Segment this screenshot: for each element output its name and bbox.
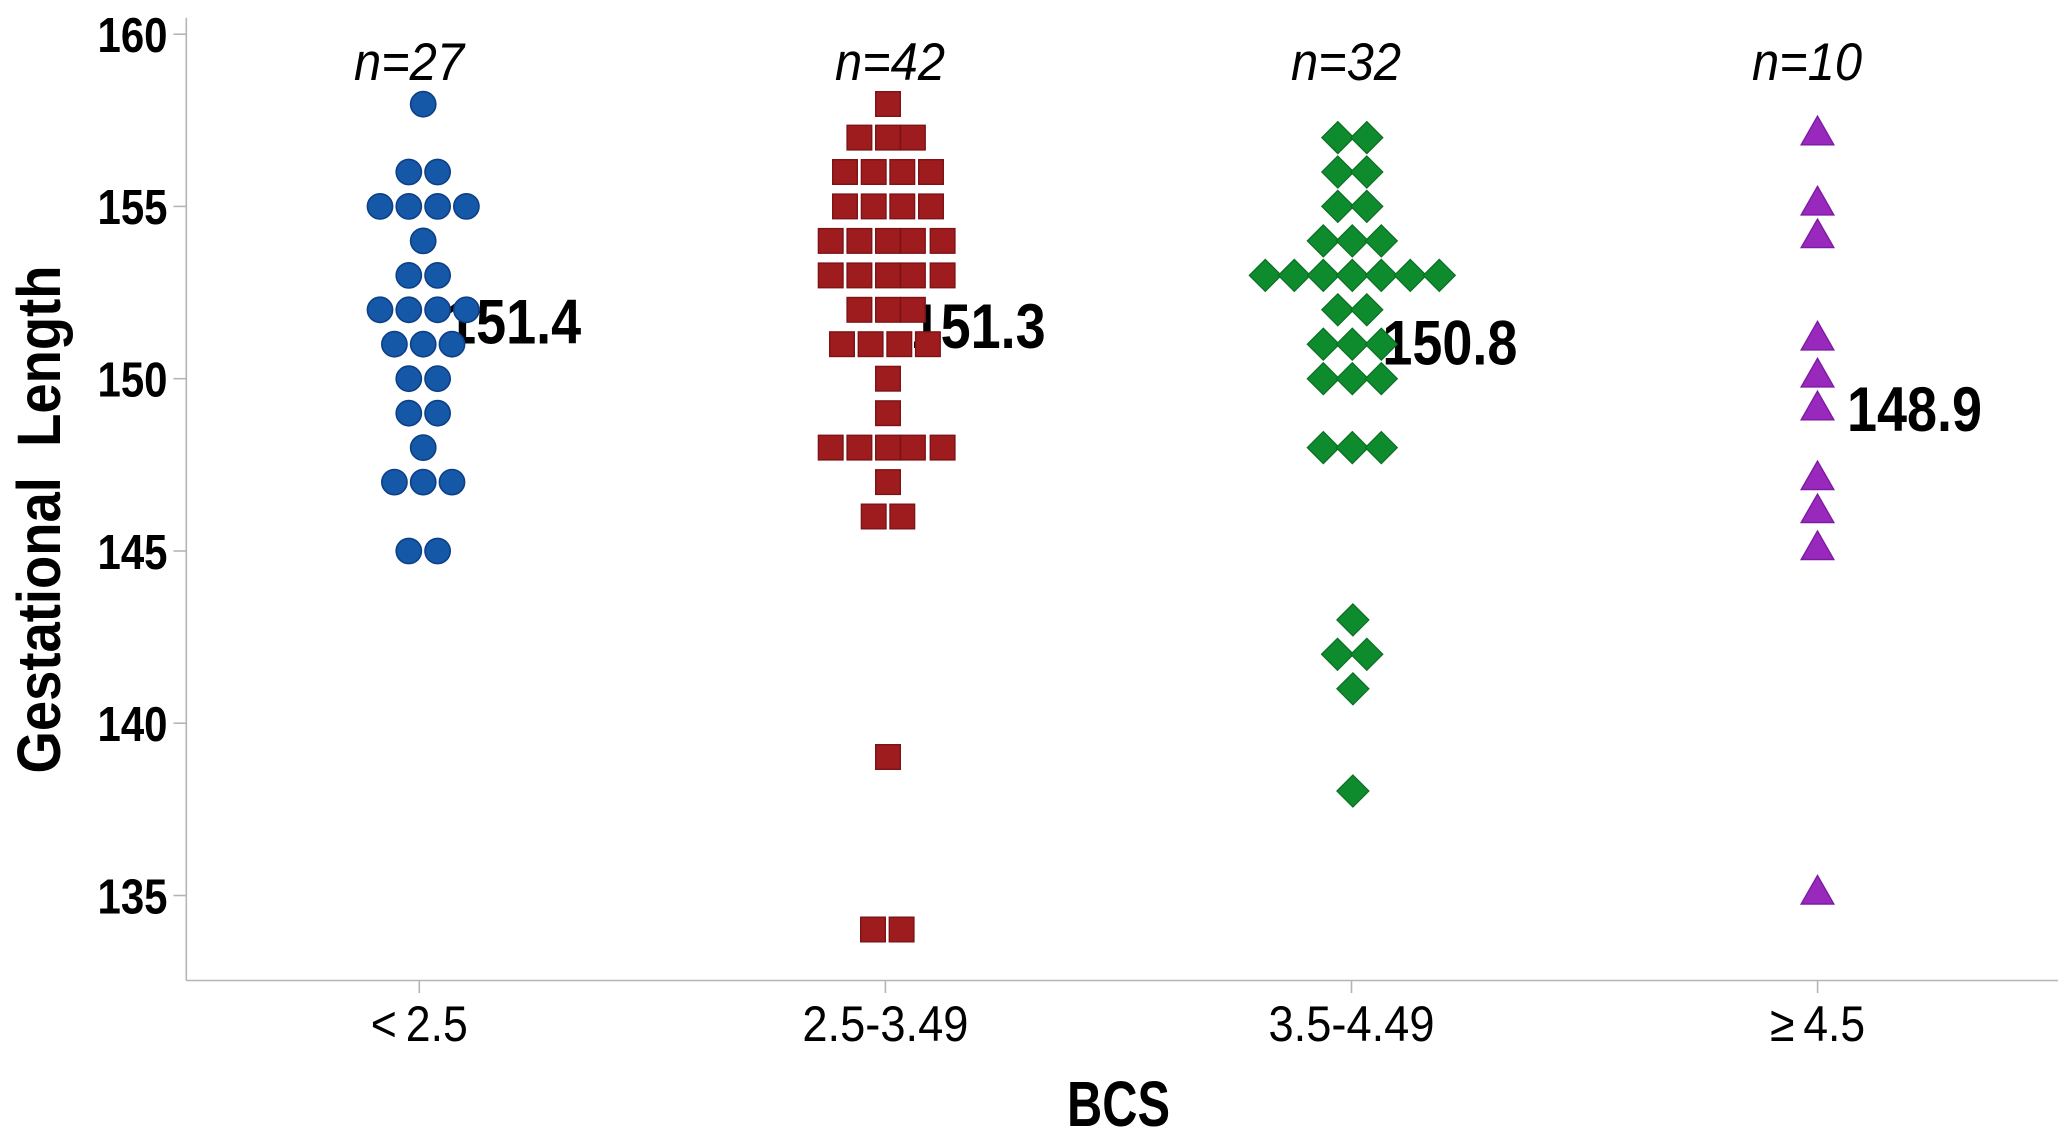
svg-text:< 2.5: < 2.5 — [371, 995, 468, 1052]
svg-text:n=27: n=27 — [354, 33, 466, 92]
svg-text:≥ 4.5: ≥ 4.5 — [1770, 995, 1865, 1052]
svg-text:n=42: n=42 — [835, 33, 945, 92]
svg-text:160: 160 — [98, 8, 168, 63]
svg-text:BCS: BCS — [1067, 1068, 1170, 1140]
svg-text:148.9: 148.9 — [1847, 375, 1982, 445]
svg-text:155: 155 — [98, 180, 168, 235]
svg-text:135: 135 — [98, 869, 168, 924]
svg-text:150.8: 150.8 — [1382, 308, 1517, 378]
svg-text:n=32: n=32 — [1291, 33, 1401, 92]
svg-text:140: 140 — [98, 697, 168, 752]
svg-text:2.5-3.49: 2.5-3.49 — [802, 995, 968, 1052]
svg-text:Gestational Length: Gestational Length — [5, 266, 73, 774]
svg-text:145: 145 — [98, 525, 168, 580]
svg-text:150: 150 — [98, 353, 168, 408]
svg-text:n=10: n=10 — [1752, 33, 1862, 92]
svg-text:3.5-4.49: 3.5-4.49 — [1269, 995, 1435, 1052]
